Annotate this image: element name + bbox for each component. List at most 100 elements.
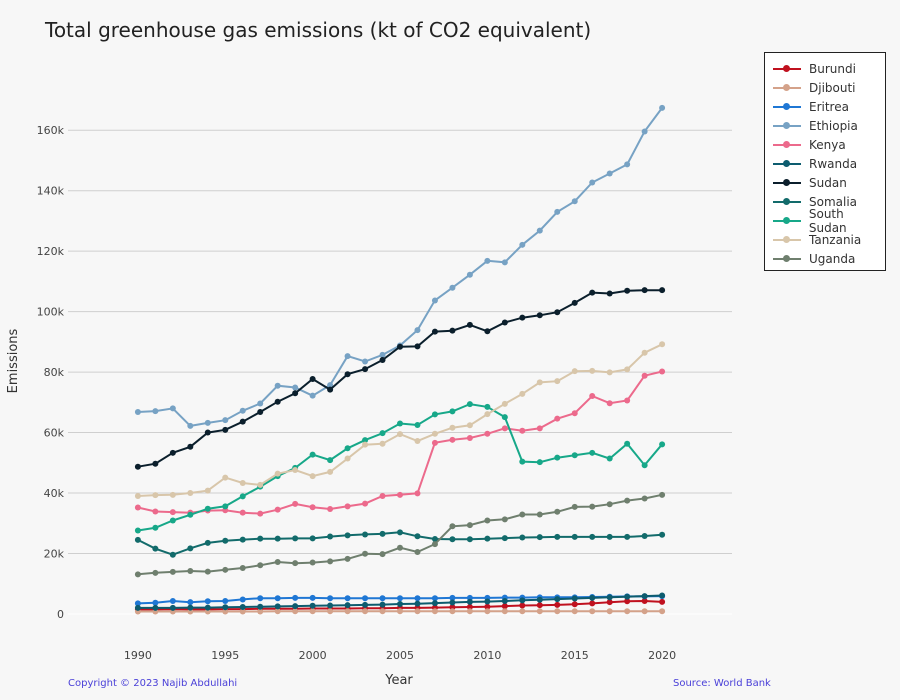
data-point-tanzania [519,390,526,397]
data-point-south-sudan [204,505,211,512]
series-line-sudan [137,289,663,468]
data-point-ethiopia [659,104,666,111]
y-tick-label: 160k [37,124,65,137]
data-point-tanzania [152,492,159,499]
x-tick-label: 2020 [648,649,676,662]
data-point-djibouti [362,608,369,615]
data-point-rwanda [554,596,561,603]
data-point-somalia [449,536,456,543]
data-point-uganda [606,501,613,508]
data-point-ethiopia [134,409,141,415]
data-point-eritrea [257,595,264,602]
data-point-burundi [536,602,543,609]
data-point-south-sudan [152,524,159,531]
data-point-djibouti [519,608,526,615]
data-point-rwanda [624,593,631,600]
data-point-uganda [397,544,403,551]
data-point-eritrea [292,594,299,601]
data-point-ethiopia [257,400,264,407]
data-point-rwanda [501,597,508,604]
data-point-uganda [589,503,596,510]
data-point-djibouti [397,608,403,615]
data-point-tanzania [362,441,369,448]
x-tick-label: 1995 [211,649,239,662]
data-point-ethiopia [554,208,561,215]
data-point-ethiopia [292,384,299,391]
data-point-burundi [624,598,631,605]
data-point-somalia [362,531,369,538]
data-point-kenya [379,493,386,500]
data-point-kenya [606,400,613,407]
data-point-uganda [449,523,456,530]
data-point-south-sudan [624,440,631,447]
data-point-eritrea [187,599,194,606]
legend-label: Ethiopia [809,118,858,133]
data-point-tanzania [222,474,229,481]
data-point-sudan [292,390,299,397]
data-point-tanzania [589,367,596,374]
data-point-south-sudan [379,430,386,437]
data-point-eritrea [204,598,211,605]
data-point-sudan [187,443,194,450]
data-point-djibouti [606,608,613,615]
data-point-south-sudan [362,437,369,444]
data-point-kenya [449,436,456,443]
copyright-note: Copyright © 2023 Najib Abdullahi [68,678,238,689]
data-point-kenya [239,509,246,516]
data-point-south-sudan [431,411,438,418]
legend-item-rwanda: Rwanda [765,154,885,173]
data-point-eritrea [309,594,316,601]
data-point-tanzania [641,349,648,356]
data-point-kenya [414,490,421,497]
data-point-sudan [379,357,386,363]
data-point-somalia [274,535,281,542]
data-point-ethiopia [204,419,211,426]
data-point-uganda [327,558,334,565]
data-point-kenya [344,503,351,510]
legend-item-ethiopia: Ethiopia [765,116,885,135]
data-point-sudan [134,463,141,470]
data-point-djibouti [449,608,456,615]
data-point-uganda [466,522,473,529]
y-tick-label: 40k [44,487,65,500]
data-point-somalia [222,537,229,544]
legend-item-djibouti: Djibouti [765,78,885,97]
y-tick-label: 80k [44,366,65,379]
data-point-djibouti [257,608,264,615]
data-point-rwanda [571,595,578,602]
data-point-tanzania [274,470,281,477]
data-point-rwanda [257,603,264,610]
data-point-ethiopia [379,351,386,358]
data-point-eritrea [327,595,334,602]
data-point-uganda [554,508,561,515]
data-point-djibouti [571,608,578,615]
data-point-uganda [222,566,229,573]
data-point-south-sudan [309,451,316,458]
data-point-djibouti [292,608,299,615]
data-point-somalia [536,534,543,541]
data-point-eritrea [239,596,246,603]
legend-item-kenya: Kenya [765,135,885,154]
data-point-uganda [274,558,281,565]
legend-item-south-sudan: South Sudan [765,207,885,235]
legend-swatch [773,102,801,112]
data-point-tanzania [239,480,246,487]
data-point-djibouti [624,608,631,615]
x-tick-label: 2015 [561,649,589,662]
data-point-rwanda [327,602,334,609]
legend-label: Kenya [809,137,846,152]
data-point-djibouti [554,608,561,615]
legend-item-somalia: Somalia [765,192,885,211]
data-point-uganda [641,495,648,502]
legend-item-eritrea: Eritrea [765,97,885,116]
series-kenya [134,368,666,517]
data-point-burundi [606,599,613,606]
series-somalia [134,529,666,558]
data-point-south-sudan [187,511,194,518]
data-point-sudan [641,287,648,294]
data-point-rwanda [431,600,438,607]
data-point-rwanda [606,594,613,601]
legend-item-uganda: Uganda [765,249,885,268]
legend-swatch [773,64,801,74]
data-point-tanzania [501,400,508,407]
